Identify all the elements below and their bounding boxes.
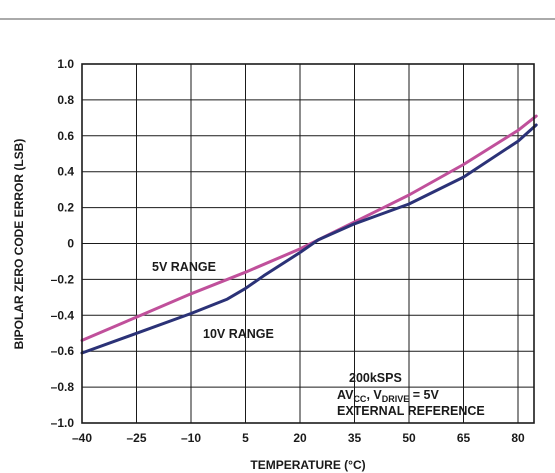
- y-tick-label: –0.8: [51, 380, 75, 394]
- x-tick-labels: –40 –25 –10 5 20 35 50 65 80: [72, 431, 525, 445]
- x-tick-label: –40: [72, 431, 92, 445]
- series-label-10v: 10V RANGE: [203, 327, 274, 341]
- series-group: [80, 114, 538, 355]
- x-tick-label: –10: [181, 431, 201, 445]
- x-tick-label: 80: [511, 431, 525, 445]
- series-label-5v: 5V RANGE: [152, 260, 216, 274]
- x-tick-label: 5: [242, 431, 249, 445]
- y-tick-label: 0: [67, 237, 74, 251]
- y-tick-label: –0.6: [51, 344, 75, 358]
- y-tick-label: –1.0: [51, 416, 75, 430]
- annotation-line2: AVCC, VDRIVE = 5V: [337, 388, 439, 404]
- x-tick-label: 35: [348, 431, 362, 445]
- x-tick-label: –25: [126, 431, 146, 445]
- y-tick-label: 1.0: [57, 57, 74, 71]
- x-tick-label: 65: [457, 431, 471, 445]
- series-line-10v-range: [80, 123, 538, 355]
- y-tick-label: 0.6: [57, 129, 74, 143]
- y-tick-label: –0.2: [51, 272, 75, 286]
- y-tick-label: –0.4: [51, 308, 75, 322]
- x-axis-label: TEMPERATURE (°C): [250, 458, 365, 472]
- x-tick-label: 20: [293, 431, 307, 445]
- annotation-line1: 200kSPS: [349, 371, 402, 385]
- x-tick-label: 50: [402, 431, 416, 445]
- y-tick-label: 0.2: [57, 201, 74, 215]
- y-axis-label: BIPOLAR ZERO CODE ERROR (LSB): [12, 139, 26, 350]
- series-line-5v-range: [80, 114, 538, 342]
- annotation-line3: EXTERNAL REFERENCE: [337, 404, 485, 418]
- y-tick-label: 0.4: [57, 165, 74, 179]
- plot-frame: [81, 63, 535, 424]
- y-tick-label: 0.8: [57, 93, 74, 107]
- y-tick-labels: 1.0 0.8 0.6 0.4 0.2 0 –0.2 –0.4 –0.6 –0.8 –1.0: [51, 57, 75, 430]
